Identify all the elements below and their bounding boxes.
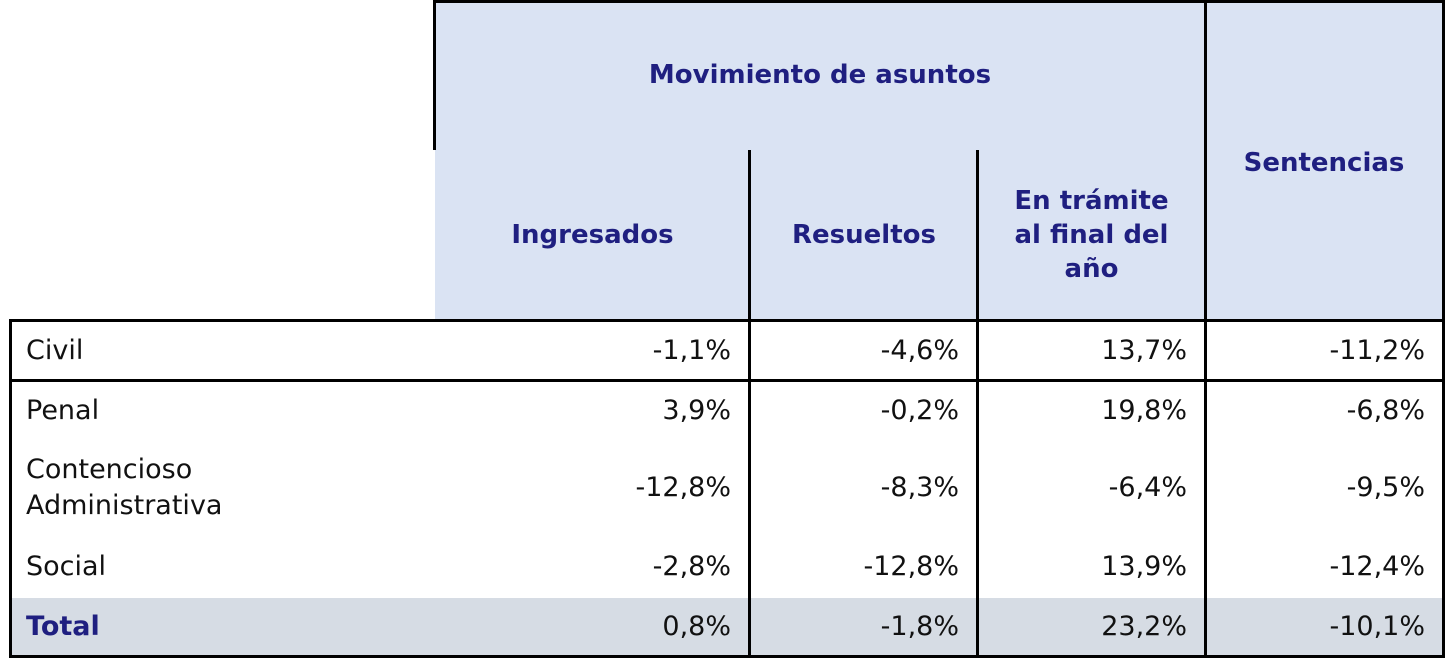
border: [748, 150, 751, 657]
cell: -8,3%: [880, 471, 959, 503]
row-label: Contencioso Administrativa: [26, 453, 223, 521]
border: [9, 379, 1445, 382]
cell: 13,7%: [1101, 334, 1187, 366]
cell: -0,2%: [880, 395, 959, 426]
cell: 13,9%: [1101, 550, 1187, 582]
cell: -12,8%: [863, 550, 959, 582]
cell: -10,1%: [1207, 598, 1443, 655]
cell: -1,1%: [652, 334, 731, 366]
cell: -2,8%: [652, 550, 731, 582]
cell: 19,8%: [1101, 395, 1187, 426]
border: [433, 0, 1445, 3]
border: [1442, 0, 1445, 657]
cell: -6,4%: [1108, 471, 1187, 503]
column-header: Resueltos: [750, 150, 978, 320]
border: [976, 150, 979, 657]
border: [9, 655, 1445, 658]
cell: -1,8%: [751, 598, 977, 655]
cell: -11,2%: [1329, 334, 1425, 366]
cell: 3,9%: [662, 395, 731, 426]
border: [9, 319, 1445, 322]
group-header: Movimiento de asuntos: [435, 0, 1205, 150]
column-header: Ingresados: [435, 150, 750, 320]
cell: -9,5%: [1346, 471, 1425, 503]
cell: 23,2%: [979, 598, 1205, 655]
column-header: En trámite al final del año: [978, 150, 1205, 320]
row-label: Civil: [26, 334, 84, 366]
cell: -4,6%: [880, 334, 959, 366]
row-label: Social: [26, 550, 107, 582]
row-label: Penal: [26, 395, 100, 426]
border: [9, 319, 12, 657]
cell: 0,8%: [435, 598, 749, 655]
border: [1204, 0, 1207, 657]
column-header: Sentencias: [1205, 0, 1443, 320]
row-label: Total: [12, 598, 435, 655]
border: [433, 0, 436, 150]
cell: -12,8%: [635, 471, 731, 503]
cell: -6,8%: [1346, 395, 1425, 426]
cell: -12,4%: [1329, 550, 1425, 582]
